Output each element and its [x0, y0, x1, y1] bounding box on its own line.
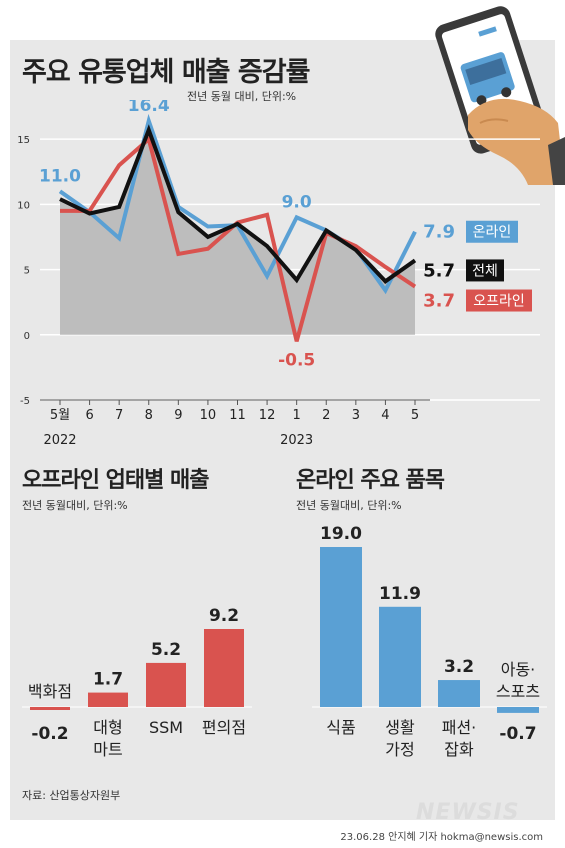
bar: [146, 662, 186, 707]
bar-category-label: 식품: [326, 718, 355, 737]
smartphone-delivery-truck-icon: [435, 6, 565, 185]
newsis-logo: NEWSIS: [416, 800, 520, 825]
x-tick-label: 7: [115, 408, 123, 423]
bar-value-label: -0.2: [31, 724, 68, 744]
bar-value-label: 5.2: [151, 640, 181, 660]
bar-value-label: 11.9: [379, 584, 421, 604]
x-tick-label: 5월: [50, 408, 70, 423]
online-section-subtitle: 전년 동월대비, 단위:%: [296, 499, 402, 512]
legend-label: 오프라인: [473, 294, 525, 310]
bar-value-label: 9.2: [209, 606, 239, 626]
bar-value-label: 1.7: [93, 670, 123, 690]
x-tick-label: 4: [381, 408, 389, 423]
line-chart-series: [58, 113, 417, 342]
bar: [30, 707, 70, 710]
source-note: 자료: 산업통상자원부: [22, 789, 121, 802]
legend-label: 온라인: [473, 225, 512, 241]
line-chart-area: [60, 130, 415, 335]
x-tick-label: 1: [293, 408, 301, 423]
end-value-label: 7.9: [423, 222, 455, 243]
line-chart-labels: 11.0 16.4 9.0 -0.5 7.9 온라인 5.7 전체 3.7 오프라인: [39, 100, 532, 370]
bar: [438, 680, 480, 707]
point-label: 11.0: [39, 166, 81, 186]
offline-section-subtitle: 전년 동월대비, 단위:%: [22, 499, 128, 512]
bar: [320, 547, 362, 707]
bar-category-label: 생활: [385, 718, 415, 737]
bar-category-label: 백화점: [28, 682, 72, 701]
bar-category-label: 가정: [385, 740, 414, 759]
legend-box: [466, 220, 518, 243]
bar-category-label: SSM: [149, 718, 183, 737]
legend-box: [466, 289, 532, 312]
offline-section-title: 오프라인 업태별 매출: [22, 468, 209, 493]
x-tick-label: 11: [229, 408, 246, 423]
bar-category-label: 스포츠: [496, 682, 540, 701]
bar-category-label: 아동·: [501, 660, 536, 679]
x-tick-label: 9: [174, 408, 182, 423]
point-label: 9.0: [282, 192, 312, 212]
x-tick-label: 12: [259, 408, 276, 423]
bar: [497, 707, 539, 713]
bar: [204, 629, 244, 707]
bar-category-label: 편의점: [202, 718, 246, 737]
x-tick-label: 10: [200, 408, 217, 423]
y-tick-label: 15: [17, 135, 30, 146]
x-tick-label: 3: [352, 408, 360, 423]
legend-label: 전체: [472, 263, 498, 279]
total-area: [60, 130, 415, 335]
bar-value-label: -0.7: [499, 724, 536, 744]
chart-subtitle: 전년 동월 대비, 단위:%: [187, 90, 297, 103]
bar-value-label: 19.0: [320, 524, 362, 544]
credit-line: 23.06.28 안지혜 기자 hokma@newsis.com: [340, 832, 543, 843]
y-tick-label: -5: [20, 396, 30, 407]
y-tick-label: 10: [17, 200, 30, 211]
bar-category-label: 잡화: [444, 740, 474, 759]
point-label: -0.5: [278, 350, 315, 370]
legend-box: [466, 259, 504, 282]
year-label: 2023: [280, 433, 313, 448]
total-series-line: [59, 124, 417, 284]
x-tick-label: 5: [411, 408, 419, 423]
year-label: 2022: [43, 433, 76, 448]
x-tick-label: 8: [145, 408, 153, 423]
bar-category-label: 대형: [93, 718, 122, 737]
point-label: 16.4: [128, 100, 170, 116]
end-value-label: 5.7: [423, 260, 455, 281]
bar-category-label: 패션·: [442, 718, 477, 737]
online-section-title: 온라인 주요 품목: [296, 468, 445, 493]
bar: [88, 692, 128, 707]
end-value-label: 3.7: [423, 291, 455, 312]
x-tick-label: 2: [322, 408, 330, 423]
bar-category-label: 마트: [93, 740, 122, 759]
bar-value-label: 3.2: [444, 657, 474, 677]
chart-title: 주요 유통업체 매출 증감률: [22, 57, 310, 88]
y-tick-label: 0: [24, 331, 30, 342]
x-tick-label: 6: [85, 408, 93, 423]
y-tick-label: 5: [24, 266, 30, 277]
bar: [379, 606, 421, 707]
